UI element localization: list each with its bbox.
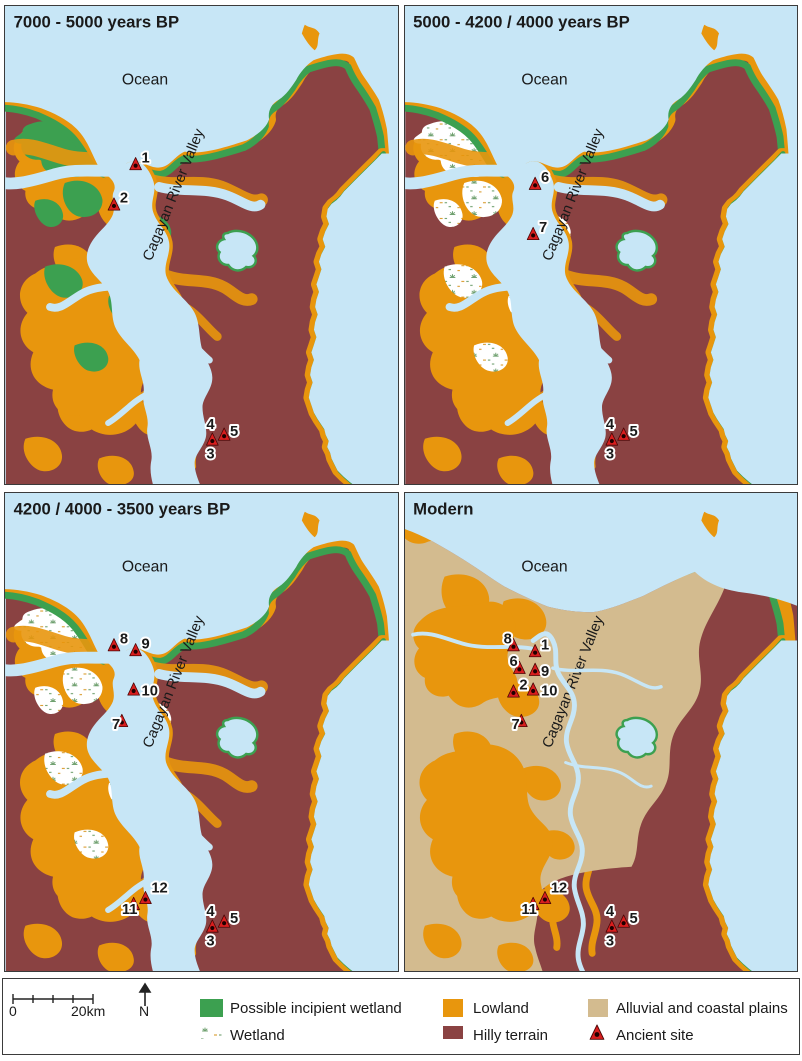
svg-text:1: 1 bbox=[541, 637, 549, 653]
svg-text:7: 7 bbox=[539, 220, 547, 236]
svg-text:Ancient site: Ancient site bbox=[616, 1027, 694, 1044]
svg-text:3: 3 bbox=[206, 446, 214, 462]
svg-text:Modern: Modern bbox=[413, 500, 473, 519]
svg-text:3: 3 bbox=[606, 446, 614, 462]
svg-text:8: 8 bbox=[120, 631, 128, 647]
svg-text:7: 7 bbox=[512, 717, 520, 733]
svg-text:6: 6 bbox=[510, 654, 518, 670]
svg-text:Possible incipient wetland: Possible incipient wetland bbox=[230, 1000, 402, 1017]
svg-text:Ocean: Ocean bbox=[122, 72, 168, 89]
svg-text:5: 5 bbox=[630, 424, 638, 440]
svg-text:12: 12 bbox=[151, 880, 167, 896]
svg-text:Ocean: Ocean bbox=[122, 559, 168, 576]
svg-text:8: 8 bbox=[504, 631, 512, 647]
svg-text:6: 6 bbox=[541, 170, 549, 186]
svg-text:10: 10 bbox=[142, 684, 158, 700]
svg-text:5: 5 bbox=[230, 911, 238, 927]
svg-text:3: 3 bbox=[206, 933, 214, 949]
svg-text:7000 - 5000 years BP: 7000 - 5000 years BP bbox=[14, 13, 179, 32]
svg-text:11: 11 bbox=[521, 902, 537, 918]
svg-text:1: 1 bbox=[142, 150, 150, 166]
svg-text:4: 4 bbox=[606, 417, 615, 433]
svg-text:Ocean: Ocean bbox=[521, 72, 567, 89]
svg-text:20km: 20km bbox=[71, 1003, 105, 1019]
svg-text:9: 9 bbox=[142, 636, 150, 652]
svg-text:5: 5 bbox=[230, 424, 238, 440]
svg-text:4: 4 bbox=[206, 904, 215, 920]
svg-text:10: 10 bbox=[541, 684, 557, 700]
svg-text:11: 11 bbox=[122, 902, 138, 918]
svg-text:Alluvial and coastal plains: Alluvial and coastal plains bbox=[616, 1000, 788, 1017]
svg-text:Hilly terrain: Hilly terrain bbox=[473, 1027, 548, 1044]
svg-text:5000 - 4200 / 4000 years BP: 5000 - 4200 / 4000 years BP bbox=[413, 13, 630, 32]
svg-text:Wetland: Wetland bbox=[230, 1027, 285, 1044]
svg-text:0: 0 bbox=[9, 1003, 17, 1019]
svg-text:12: 12 bbox=[551, 880, 567, 896]
svg-text:5: 5 bbox=[630, 911, 638, 927]
svg-text:9: 9 bbox=[541, 664, 549, 680]
svg-text:4: 4 bbox=[206, 417, 215, 433]
svg-text:Ocean: Ocean bbox=[521, 559, 567, 576]
svg-text:2: 2 bbox=[120, 191, 128, 207]
svg-text:2: 2 bbox=[519, 678, 527, 694]
svg-text:N: N bbox=[139, 1003, 149, 1019]
svg-text:4200 / 4000 - 3500 years BP: 4200 / 4000 - 3500 years BP bbox=[14, 500, 231, 519]
svg-text:Lowland: Lowland bbox=[473, 1000, 529, 1017]
svg-text:4: 4 bbox=[606, 904, 615, 920]
svg-text:3: 3 bbox=[606, 933, 614, 949]
svg-text:7: 7 bbox=[112, 717, 120, 733]
